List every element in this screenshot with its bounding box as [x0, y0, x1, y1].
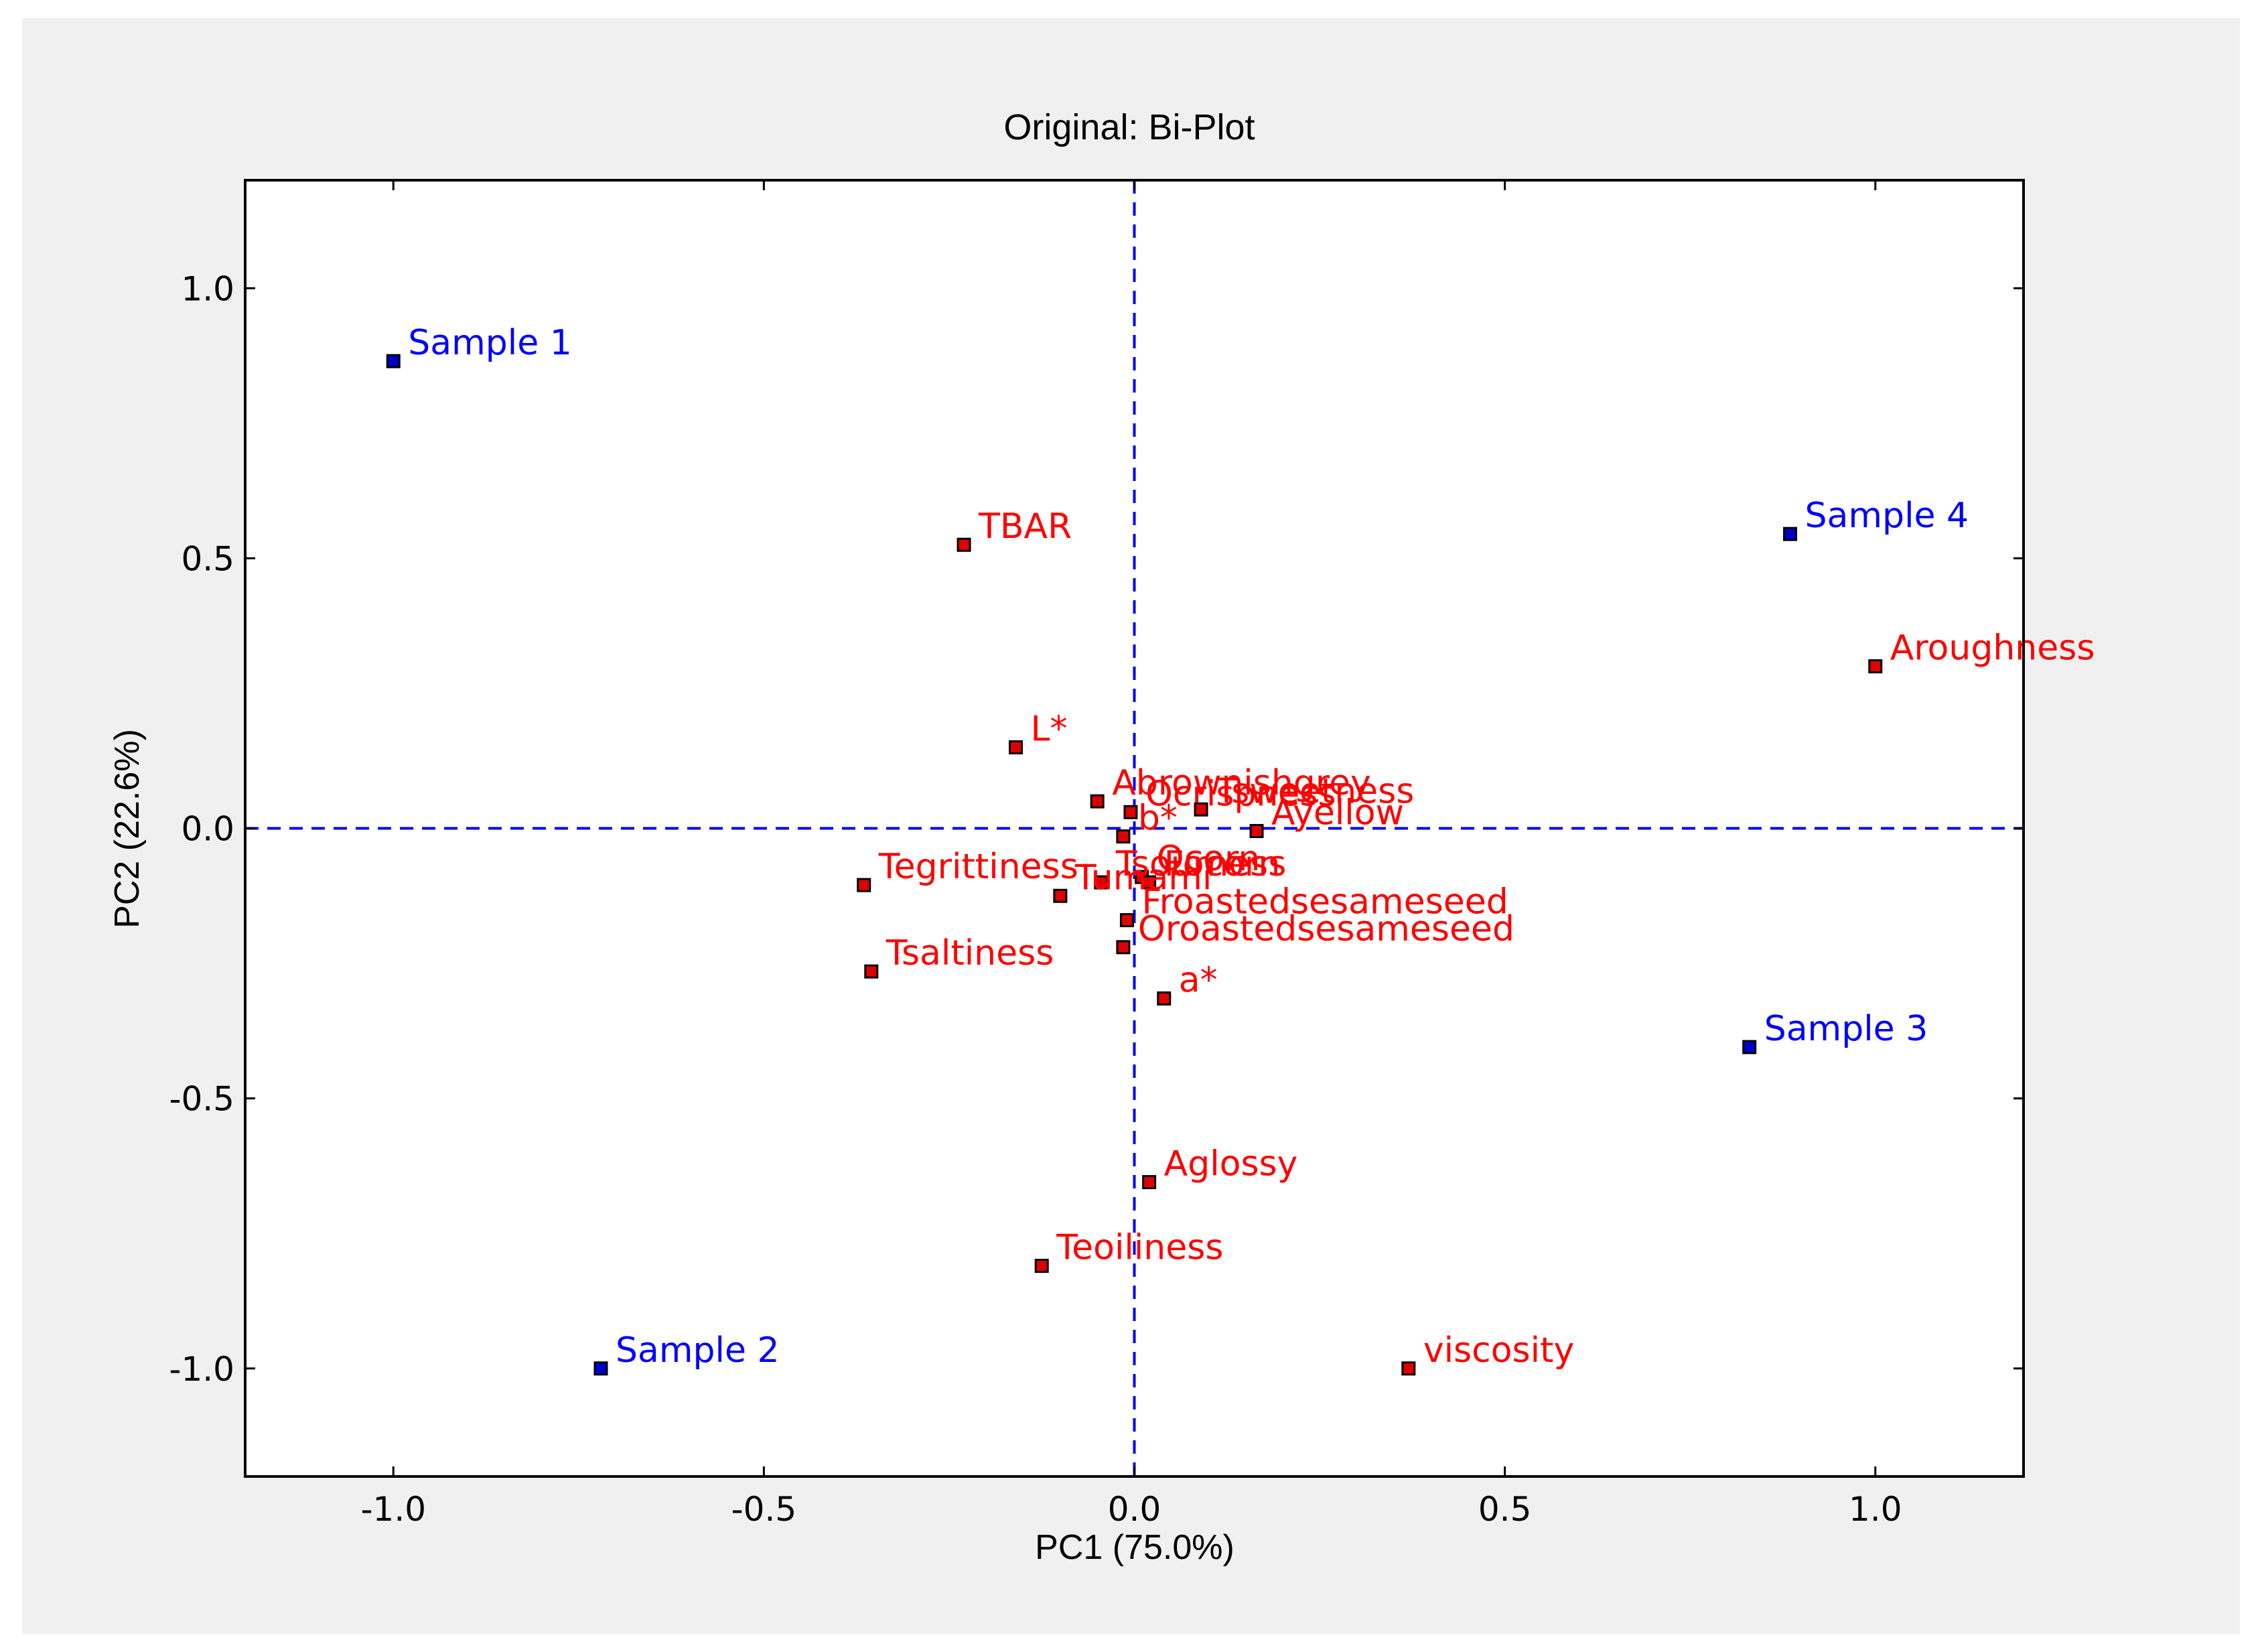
x-tick-label: -1.0 — [360, 1490, 426, 1529]
variable-label: viscosity — [1423, 1330, 1574, 1371]
x-tick-label: 0.0 — [1108, 1490, 1161, 1529]
chart-title: Original: Bi-Plot — [1003, 107, 1255, 147]
sample-point — [1783, 527, 1798, 541]
variable-point — [1116, 940, 1131, 955]
x-tick-label: 1.0 — [1849, 1490, 1902, 1529]
y-tick-label: 0.5 — [181, 539, 234, 578]
variable-point — [1053, 888, 1068, 903]
variable-label: Ocorn — [1157, 839, 1261, 879]
variable-label: Froastedsesameseed — [1141, 882, 1508, 922]
variable-point — [1249, 824, 1264, 839]
variable-point — [1142, 875, 1157, 890]
y-axis-title: PC2 (22.6%) — [108, 729, 147, 928]
x-axis-title: PC1 (75.0%) — [1035, 1528, 1234, 1567]
plot-frame — [244, 179, 2025, 1478]
variable-point — [1119, 913, 1134, 928]
variable-label: Tumami — [1074, 857, 1212, 898]
variable-point — [1194, 802, 1208, 817]
variable-label: Tsweetness — [1215, 771, 1414, 811]
variable-label: a* — [1179, 960, 1218, 1000]
axis-ticks: -1.0 -0.5 0.0 0.5 1.0 -1.0 -0.5 0.0 0.5 1.0 — [169, 180, 2024, 1529]
variable-point — [857, 878, 871, 892]
variable-label: Ayellow — [1271, 793, 1404, 833]
y-tick-label: 1.0 — [181, 269, 234, 308]
sample-label: Sample 4 — [1805, 496, 1969, 536]
variable-label: L* — [1031, 709, 1068, 750]
x-tick-label: -0.5 — [731, 1490, 797, 1529]
variable-point — [957, 537, 971, 552]
variable-label: Focorn — [1164, 844, 1281, 884]
variable-point — [1401, 1361, 1416, 1376]
variable-label: Tsaltiness — [886, 933, 1054, 973]
variable-label: b* — [1138, 799, 1178, 839]
y-tick-label: -1.0 — [169, 1350, 234, 1389]
variable-point — [1034, 1259, 1049, 1274]
variable-label: Teoiliness — [1056, 1228, 1223, 1268]
variable-point — [1009, 740, 1023, 755]
variable-label: Tsourness — [1115, 844, 1287, 884]
variable-point — [1094, 875, 1109, 890]
variable-point — [1090, 794, 1105, 809]
variable-point — [1123, 805, 1138, 819]
variable-label: Aglossy — [1164, 1144, 1298, 1184]
variable-point — [1157, 991, 1172, 1006]
y-tick-label: -0.5 — [169, 1080, 234, 1119]
variable-label: Tegrittiness — [878, 847, 1078, 887]
y-tick-label: 0.0 — [181, 810, 234, 849]
variable-label: TBAR — [978, 506, 1072, 547]
variable-label: Ocrispness — [1145, 774, 1336, 814]
sample-label: Sample 3 — [1764, 1009, 1928, 1049]
sample-point — [1742, 1040, 1757, 1054]
variable-point — [864, 964, 879, 979]
sample-point — [386, 354, 401, 368]
x-tick-label: 0.5 — [1478, 1490, 1532, 1529]
variable-label: Aroughness — [1890, 628, 2095, 669]
sample-point — [593, 1361, 608, 1376]
data-marks: Sample 1 Sample 2 Sample 3 Sample 4 TBAR Arou… — [386, 323, 2095, 1376]
variable-point — [1116, 829, 1131, 844]
variable-point — [1142, 1175, 1157, 1190]
variable-point — [1868, 659, 1883, 674]
variable-label: Oroastedsesameseed — [1138, 909, 1514, 949]
variable-label: Abrownishgrey — [1112, 763, 1371, 803]
sample-label: Sample 1 — [408, 323, 572, 363]
sample-label: Sample 2 — [616, 1330, 780, 1371]
reference-lines — [245, 180, 2024, 1476]
